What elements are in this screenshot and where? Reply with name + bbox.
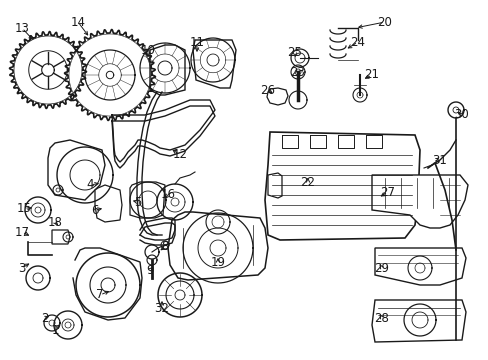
- Text: 31: 31: [432, 153, 447, 166]
- Text: 9: 9: [146, 264, 153, 276]
- Text: 28: 28: [374, 311, 388, 324]
- Polygon shape: [371, 175, 467, 228]
- Polygon shape: [266, 88, 287, 105]
- Text: 6: 6: [91, 203, 99, 216]
- Text: 21: 21: [364, 68, 379, 81]
- Text: 18: 18: [47, 216, 62, 229]
- Polygon shape: [264, 132, 419, 240]
- Text: 16: 16: [160, 189, 175, 202]
- Text: 3: 3: [18, 261, 26, 274]
- Polygon shape: [267, 173, 282, 198]
- Polygon shape: [168, 212, 267, 280]
- Text: 4: 4: [86, 179, 94, 192]
- Text: 27: 27: [380, 185, 395, 198]
- Text: 13: 13: [15, 22, 29, 35]
- Text: 32: 32: [154, 302, 169, 315]
- Text: 24: 24: [350, 36, 365, 49]
- Text: 15: 15: [17, 202, 31, 215]
- Text: 5: 5: [134, 195, 142, 208]
- Text: 8: 8: [161, 240, 168, 253]
- Text: 25: 25: [287, 45, 302, 58]
- Text: 26: 26: [260, 84, 275, 96]
- Text: 11: 11: [189, 36, 204, 49]
- Text: 10: 10: [140, 44, 155, 57]
- Polygon shape: [52, 230, 70, 244]
- Text: 14: 14: [70, 15, 85, 28]
- Text: 22: 22: [300, 175, 315, 189]
- Text: 2: 2: [41, 311, 49, 324]
- Polygon shape: [193, 40, 236, 88]
- Text: 23: 23: [290, 66, 305, 78]
- Text: 17: 17: [15, 225, 29, 238]
- Text: 29: 29: [374, 261, 389, 274]
- Polygon shape: [130, 182, 164, 218]
- Text: 19: 19: [210, 256, 225, 270]
- Polygon shape: [48, 140, 105, 200]
- Polygon shape: [371, 300, 465, 342]
- Text: 7: 7: [96, 288, 103, 302]
- Text: 20: 20: [377, 15, 392, 28]
- Polygon shape: [374, 248, 465, 285]
- Polygon shape: [95, 185, 122, 222]
- Polygon shape: [150, 45, 184, 95]
- Text: 30: 30: [454, 108, 468, 122]
- Text: 12: 12: [172, 148, 187, 162]
- Text: 1: 1: [51, 324, 59, 337]
